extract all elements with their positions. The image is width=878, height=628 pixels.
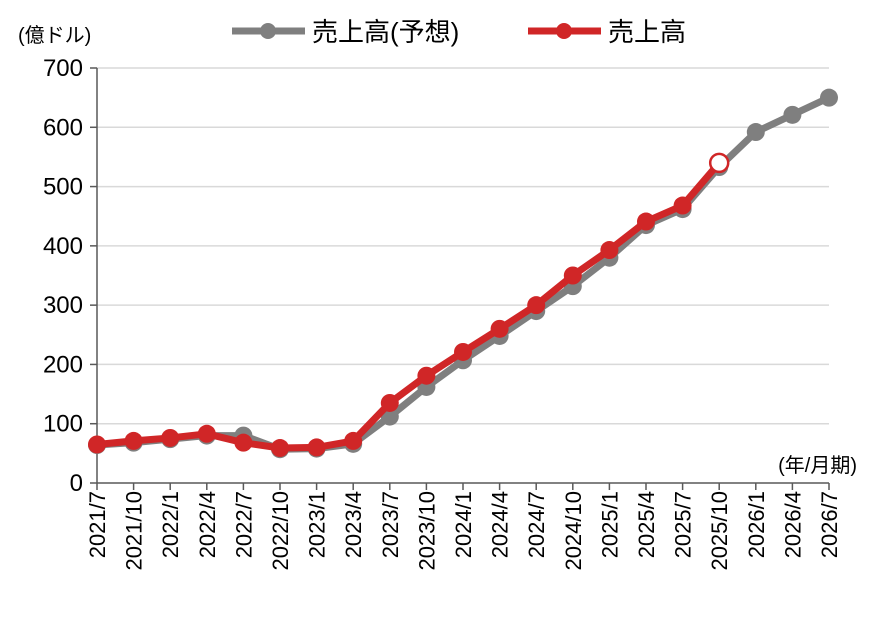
legend-forecast-label: 売上高(予想) [312, 17, 459, 47]
data-point [708, 152, 730, 174]
x-tick-label: 2022/4 [195, 491, 220, 558]
legend-actual-label: 売上高 [608, 17, 686, 47]
data-point [271, 439, 289, 458]
series-layer [88, 88, 838, 459]
x-tick-label: 2023/7 [378, 491, 403, 558]
data-point [380, 393, 399, 412]
y-tick-label: 200 [43, 351, 83, 378]
data-point [820, 88, 838, 107]
data-point [307, 438, 326, 457]
data-point [124, 431, 143, 450]
x-tick-label: 2025/10 [707, 491, 732, 571]
y-tick-label: 600 [43, 114, 83, 141]
series-line [93, 94, 833, 453]
x-tick-label: 2024/7 [524, 491, 549, 558]
y-tick-label: 100 [43, 411, 83, 438]
series-1 [88, 152, 730, 458]
data-point [344, 431, 363, 450]
data-point [161, 428, 180, 447]
legend-forecast-marker [260, 23, 276, 39]
data-point [600, 241, 619, 260]
data-point [234, 433, 253, 452]
y-tick-label: 400 [43, 233, 83, 260]
x-tick-label: 2022/10 [268, 491, 293, 571]
data-point [88, 435, 106, 454]
series-0 [88, 88, 838, 459]
data-point [563, 266, 582, 285]
x-tick-label: 2022/7 [231, 491, 256, 558]
x-tick-label: 2025/4 [634, 491, 659, 558]
legend: 売上高(予想) 売上高 [232, 17, 686, 47]
data-point [454, 342, 472, 361]
x-tick-label: 2021/7 [85, 491, 110, 558]
y-tick-label: 700 [43, 55, 83, 82]
x-tick-label: 2022/1 [158, 491, 183, 558]
y-axis-unit-label: (億ドル) [18, 24, 91, 47]
x-tick-label: 2023/1 [305, 491, 330, 558]
legend-actual-marker [556, 23, 572, 39]
x-tick-label: 2025/7 [671, 491, 696, 558]
x-tick-label: 2023/10 [414, 491, 439, 571]
x-tick-label: 2024/1 [451, 491, 476, 558]
data-point [746, 123, 765, 142]
y-tick-label: 500 [43, 174, 83, 201]
y-tick-label: 0 [70, 470, 83, 497]
data-point [490, 319, 509, 338]
x-tick-label: 2026/7 [817, 491, 842, 558]
data-point [783, 105, 802, 124]
data-point [673, 196, 692, 215]
gridlines [97, 67, 829, 425]
axes: 0 100 200 300 400 500 600 700 2021/7 2021/10 2022/… [43, 55, 842, 571]
data-point [527, 296, 546, 315]
x-tick-label: 2021/10 [122, 491, 147, 571]
x-tick-label: 2023/4 [341, 491, 366, 558]
x-tick-label: 2025/1 [597, 491, 622, 558]
data-point [417, 366, 436, 385]
x-tick-label: 2026/4 [780, 491, 805, 558]
data-point [637, 212, 655, 231]
x-tick-label: 2026/1 [744, 491, 769, 558]
x-tick-label: 2024/4 [488, 491, 513, 558]
x-axis-unit-label: (年/月期) [778, 454, 857, 477]
data-point [197, 424, 216, 443]
x-tick-label: 2024/10 [561, 491, 586, 571]
y-tick-label: 300 [43, 292, 83, 319]
